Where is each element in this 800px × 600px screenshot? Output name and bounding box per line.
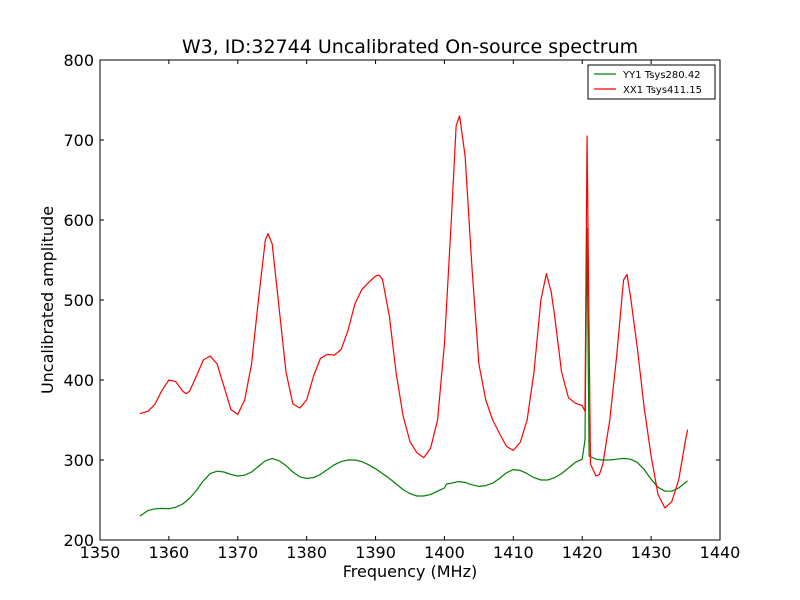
x-tick-label: 1380 <box>286 543 327 562</box>
series-line-1 <box>139 227 688 517</box>
y-tick-label: 400 <box>63 371 94 390</box>
x-tick-label: 1420 <box>562 543 603 562</box>
y-axis-label: Uncalibrated amplitude <box>38 206 57 394</box>
y-tick-label: 500 <box>63 291 94 310</box>
x-tick-label: 1390 <box>355 543 396 562</box>
y-tick-label: 700 <box>63 131 94 150</box>
x-tick-label: 1430 <box>631 543 672 562</box>
series-line-2 <box>139 115 689 509</box>
x-tick-label: 1360 <box>149 543 190 562</box>
x-axis: 1350 1360 1370 1380 1390 1400 1410 1420 1430 1440 <box>80 60 741 562</box>
series-layer <box>139 115 689 517</box>
x-tick-label: 1350 <box>80 543 121 562</box>
chart-title: W3, ID:32744 Uncalibrated On-source spec… <box>182 36 638 58</box>
x-axis-label: Frequency (MHz) <box>343 562 477 581</box>
x-tick-label: 1410 <box>493 543 534 562</box>
y-axis: 200 300 400 500 600 700 800 <box>63 51 720 550</box>
x-tick-label: 1440 <box>700 543 741 562</box>
legend-label-1: YY1 Tsys280.42 <box>622 70 701 81</box>
y-tick-label: 800 <box>63 51 94 70</box>
y-tick-label: 200 <box>63 531 94 550</box>
y-tick-label: 300 <box>63 451 94 470</box>
x-tick-label: 1370 <box>217 543 258 562</box>
legend-label-2: XX1 Tsys411.15 <box>623 85 702 96</box>
plot-area <box>100 60 720 540</box>
y-tick-label: 600 <box>63 211 94 230</box>
x-tick-label: 1400 <box>424 543 465 562</box>
legend-box <box>587 64 716 100</box>
legend: YY1 Tsys280.42 XX1 Tsys411.15 <box>587 64 716 100</box>
